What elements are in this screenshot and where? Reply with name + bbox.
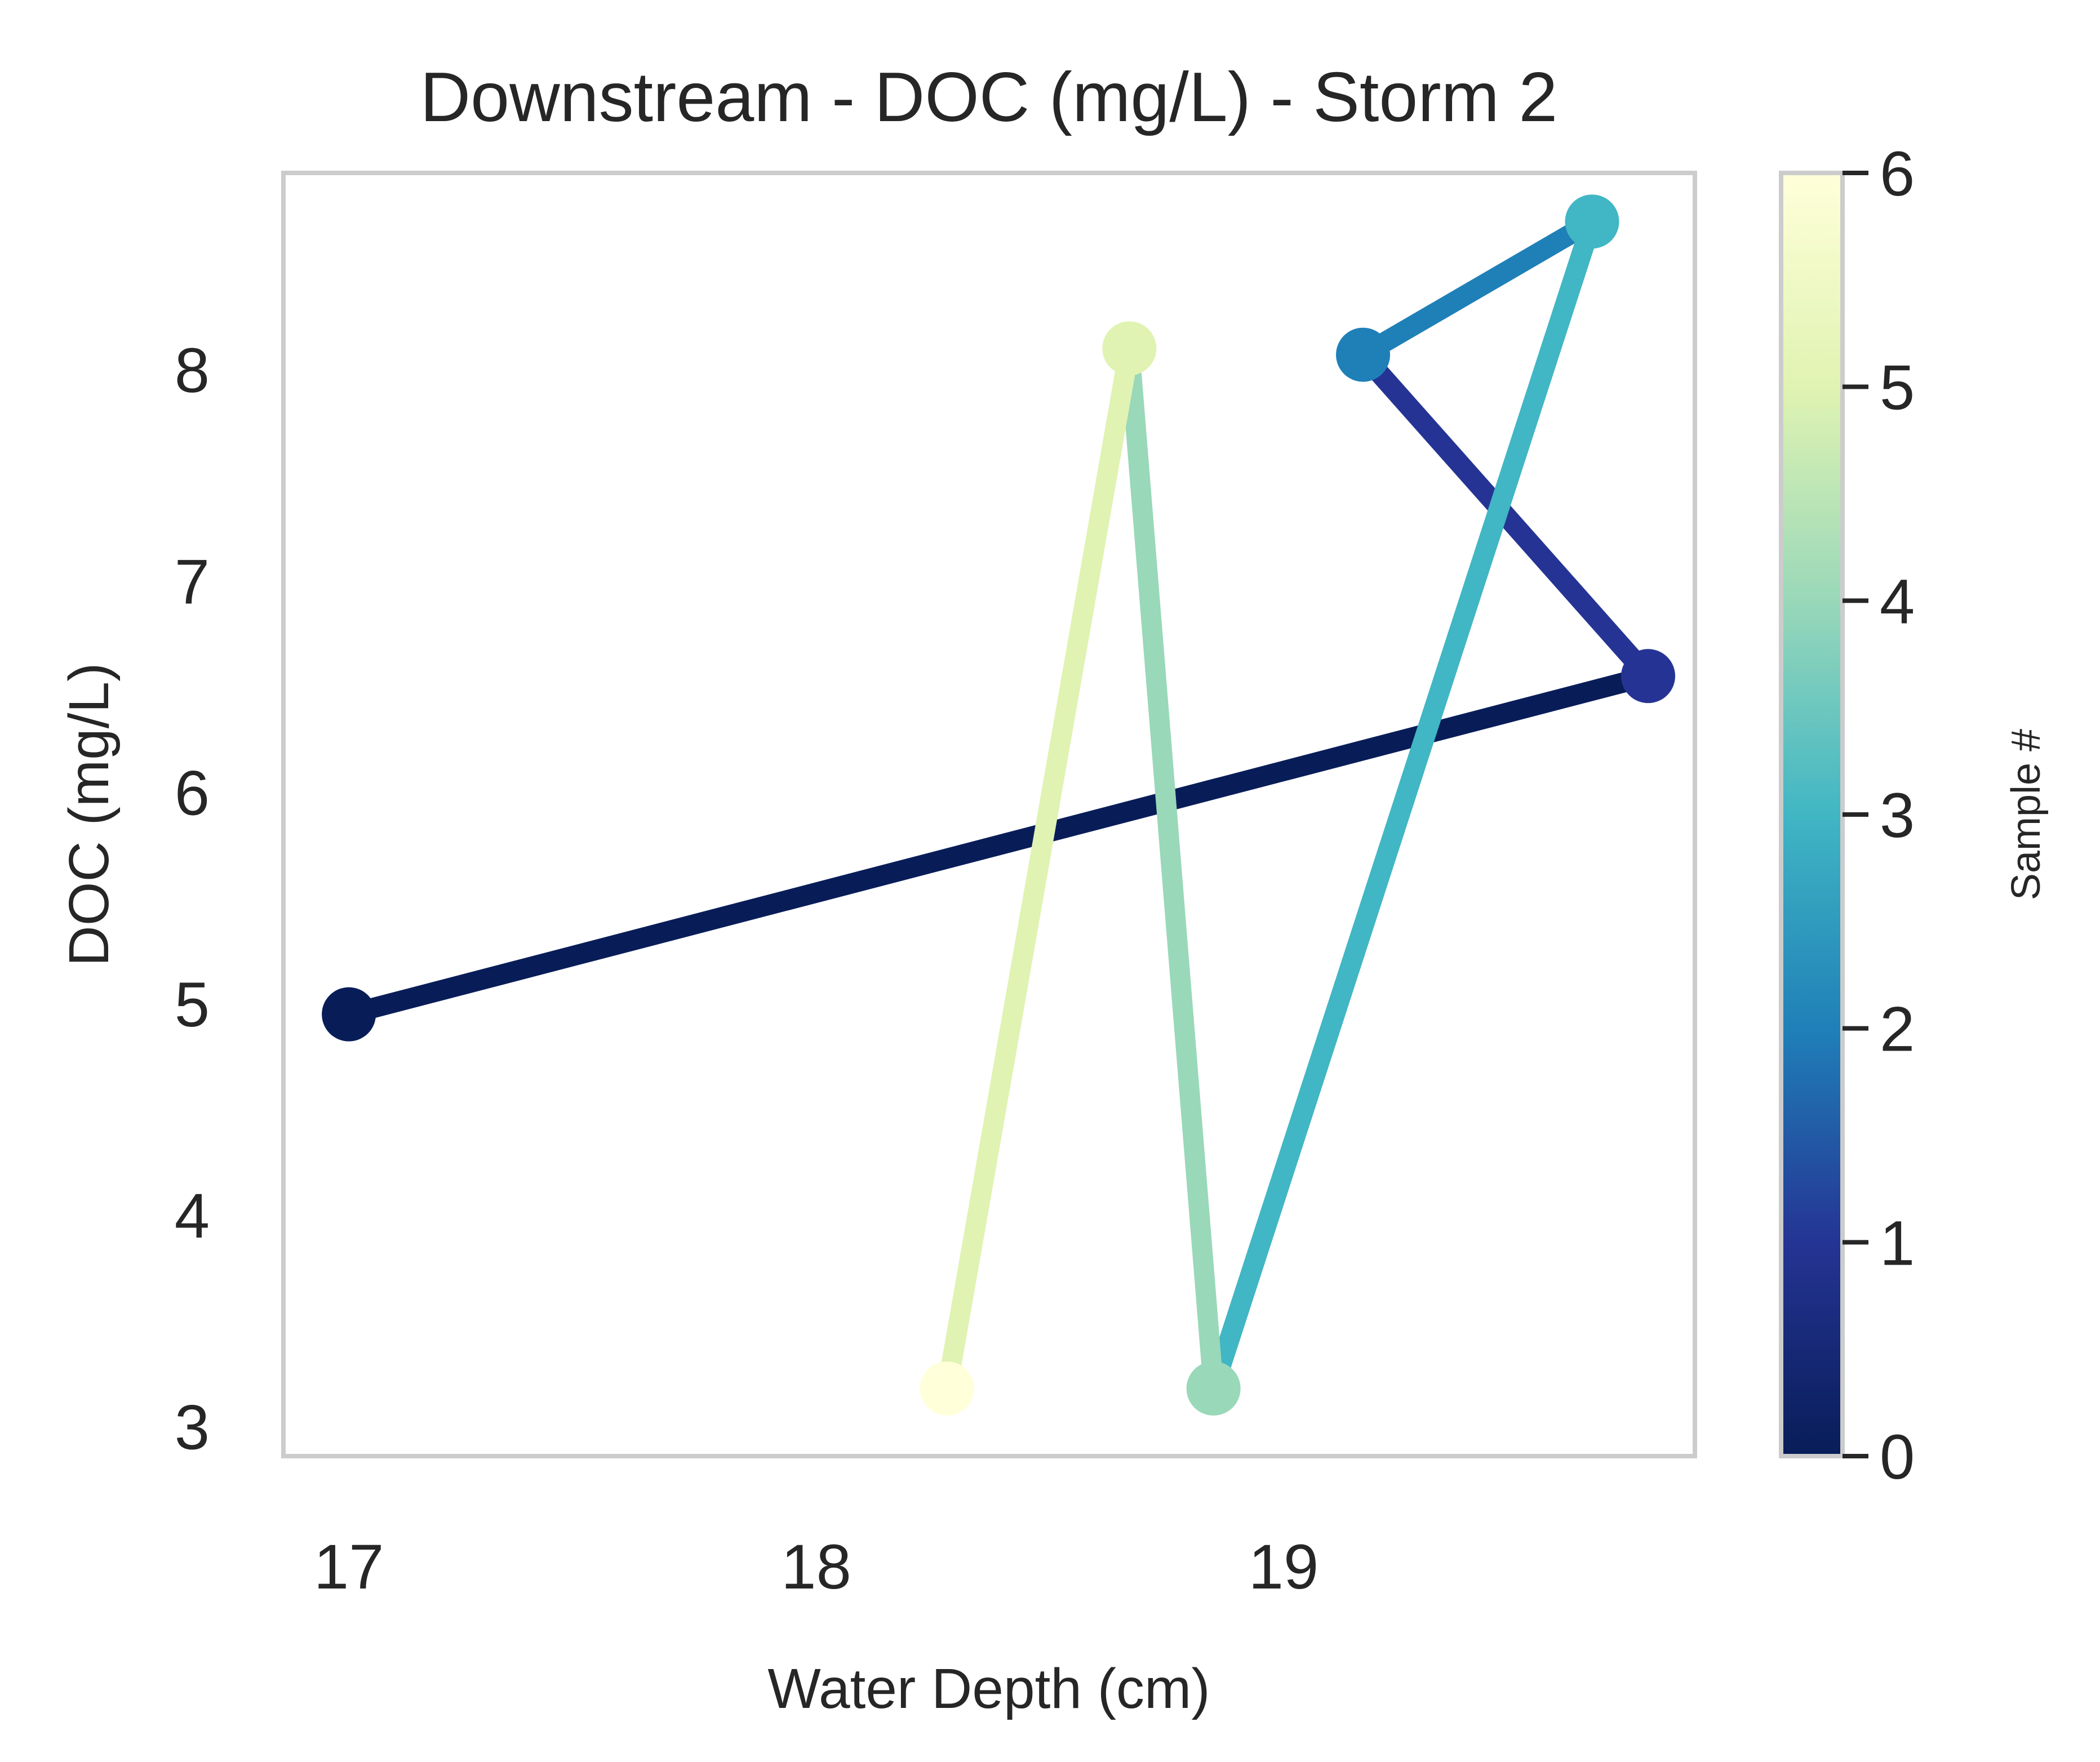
data-point-sample-5 xyxy=(1102,321,1157,376)
data-point-sample-2 xyxy=(1336,327,1391,382)
colorbar-tick-label: 0 xyxy=(1880,1422,1915,1492)
data-point-sample-4 xyxy=(1186,1361,1241,1416)
series-segment-2-3 xyxy=(1358,212,1597,364)
colorbar-tick-label: 6 xyxy=(1880,139,1915,209)
colorbar-tick-label: 5 xyxy=(1880,353,1915,423)
colorbar xyxy=(1779,171,1845,1458)
y-tick-label: 8 xyxy=(175,335,210,406)
series-points xyxy=(322,194,1676,1416)
colorbar-tick-label: 1 xyxy=(1880,1208,1915,1278)
y-axis-label: DOC (mg/L) xyxy=(57,663,121,967)
plot-frame xyxy=(281,171,1697,1458)
y-tick-label: 6 xyxy=(175,758,210,829)
x-tick-label: 19 xyxy=(1249,1532,1319,1602)
y-tick-label: 7 xyxy=(175,546,210,617)
series-segment-4-5 xyxy=(1119,348,1224,1390)
colorbar-tick-label: 3 xyxy=(1880,780,1915,851)
colorbar-ticks: 0 1 2 3 4 5 6 xyxy=(1843,139,1915,1492)
x-tick-label: 18 xyxy=(781,1532,851,1602)
series-segment-3-4 xyxy=(1204,218,1602,1392)
series-lines xyxy=(346,212,1656,1392)
data-point-sample-6 xyxy=(920,1361,974,1416)
y-tick-label: 5 xyxy=(175,969,210,1040)
x-tick-label: 17 xyxy=(314,1532,384,1602)
colorbar-tick-label: 2 xyxy=(1880,994,1915,1065)
x-axis-label: Water Depth (cm) xyxy=(767,1657,1210,1720)
chart-title: Downstream - DOC (mg/L) - Storm 2 xyxy=(420,59,1558,136)
colorbar-label: Sample # xyxy=(2004,729,2049,900)
colorbar-tick-label: 4 xyxy=(1880,566,1915,637)
x-axis-ticks: 17 18 19 xyxy=(314,1532,1319,1602)
series-segment-5-6 xyxy=(937,346,1140,1391)
data-point-sample-1 xyxy=(1621,649,1676,704)
data-point-sample-0 xyxy=(322,987,376,1042)
y-tick-label: 4 xyxy=(175,1181,210,1251)
y-tick-label: 3 xyxy=(175,1392,210,1462)
data-point-sample-3 xyxy=(1565,194,1619,249)
y-axis-ticks: 3 4 5 6 7 8 xyxy=(175,335,210,1462)
